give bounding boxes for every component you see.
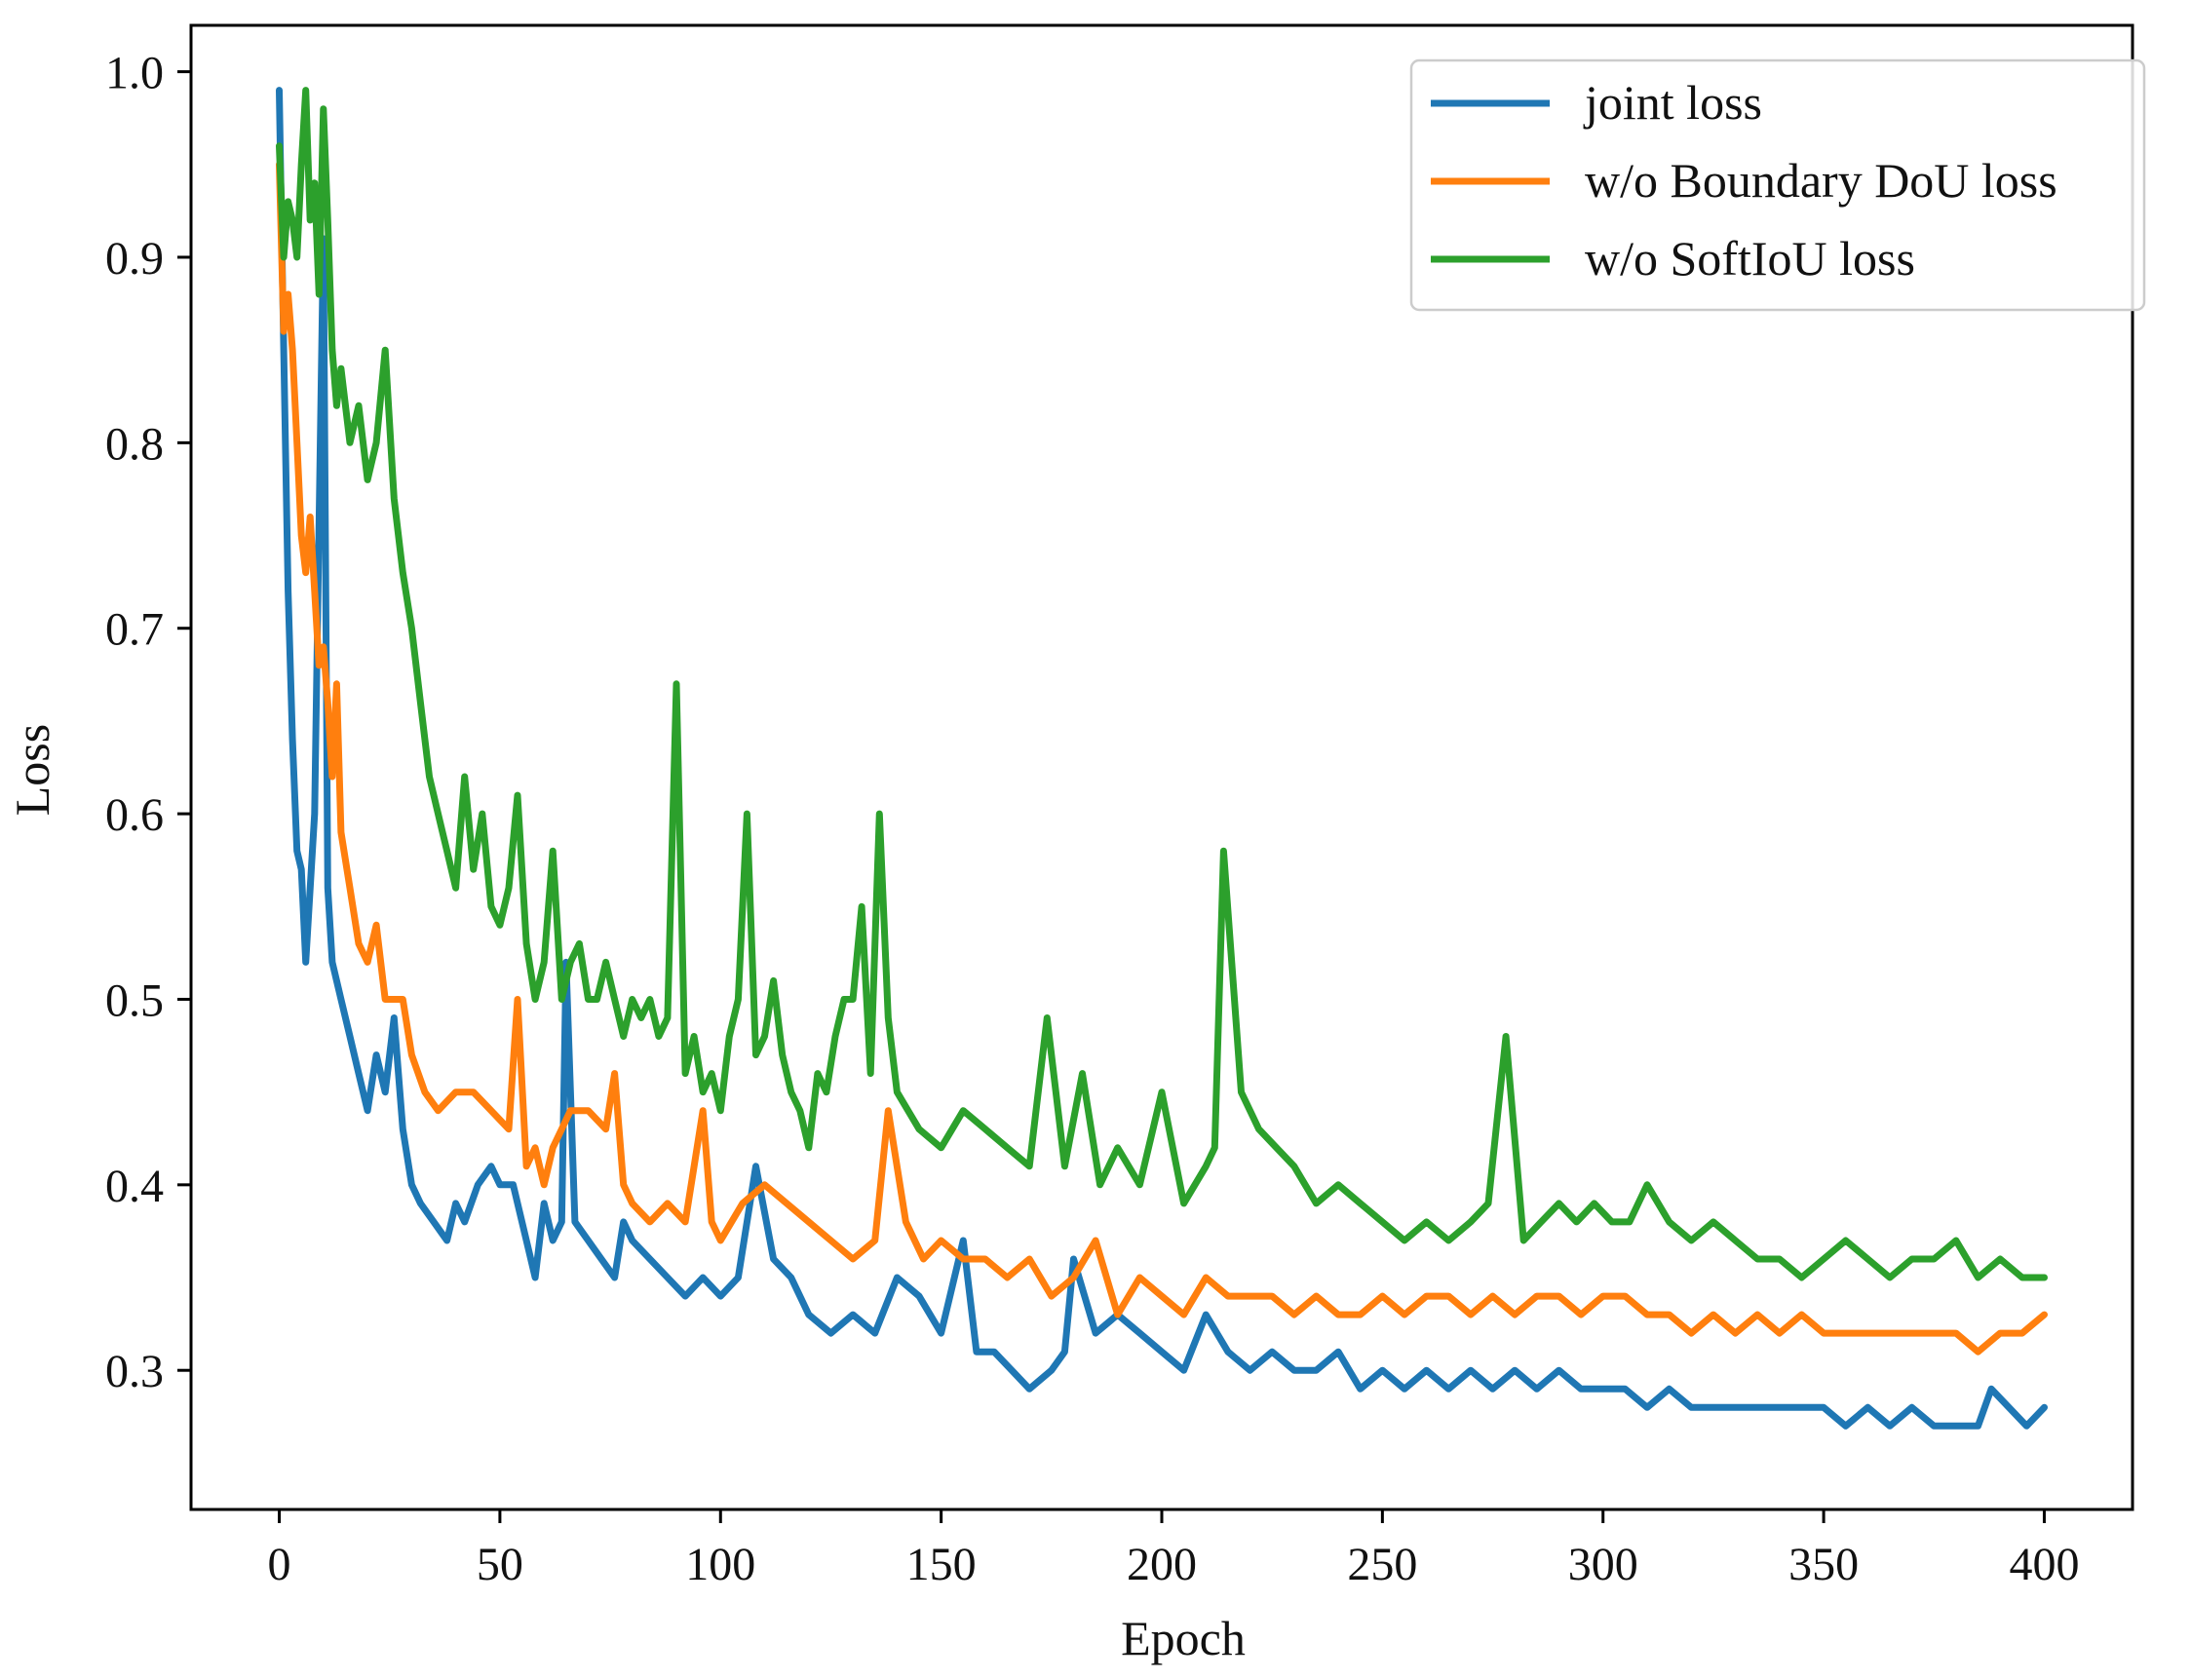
legend-label-without-boundary-dou-loss: w/o Boundary DoU loss (1585, 153, 2057, 208)
legend-label-without-softiou-loss: w/o SoftIoU loss (1585, 231, 1915, 286)
y-tick-label: 0.6 (105, 789, 164, 841)
y-axis: 0.3 0.4 0.5 0.6 0.7 0.8 0.9 1.0 (105, 48, 191, 1397)
series-line-joint-loss (276, 87, 2048, 1430)
legend-label-joint-loss: joint loss (1583, 75, 1762, 130)
legend-box (1409, 58, 2146, 312)
legend: joint loss w/o Boundary DoU loss w/o Sof… (1409, 58, 2146, 312)
x-tick-label: 350 (1788, 1539, 1859, 1590)
x-axis: 0 50 100 150 200 250 300 350 400 (268, 1509, 2079, 1590)
y-tick-label: 0.8 (105, 418, 164, 470)
y-tick-label: 0.9 (105, 233, 164, 285)
series-layer (276, 87, 2048, 1430)
x-tick-label: 300 (1568, 1539, 1638, 1590)
y-tick-label: 0.3 (105, 1346, 164, 1397)
y-tick-label: 0.7 (105, 604, 164, 656)
y-axis-title: Loss (5, 724, 59, 816)
x-tick-label: 0 (268, 1539, 291, 1590)
y-tick-label: 0.4 (105, 1161, 164, 1212)
x-tick-label: 250 (1347, 1539, 1417, 1590)
x-tick-label: 200 (1127, 1539, 1197, 1590)
series-line-without-boundary-dou-loss (276, 161, 2048, 1355)
x-tick-label: 50 (477, 1539, 523, 1590)
series-line-without-softiou-loss (276, 87, 2048, 1281)
x-tick-label: 100 (685, 1539, 755, 1590)
x-tick-label: 400 (2009, 1539, 2079, 1590)
x-tick-label: 150 (906, 1539, 977, 1590)
x-axis-title: Epoch (1121, 1611, 1246, 1665)
y-tick-label: 0.5 (105, 974, 164, 1026)
y-tick-label: 1.0 (105, 48, 164, 99)
